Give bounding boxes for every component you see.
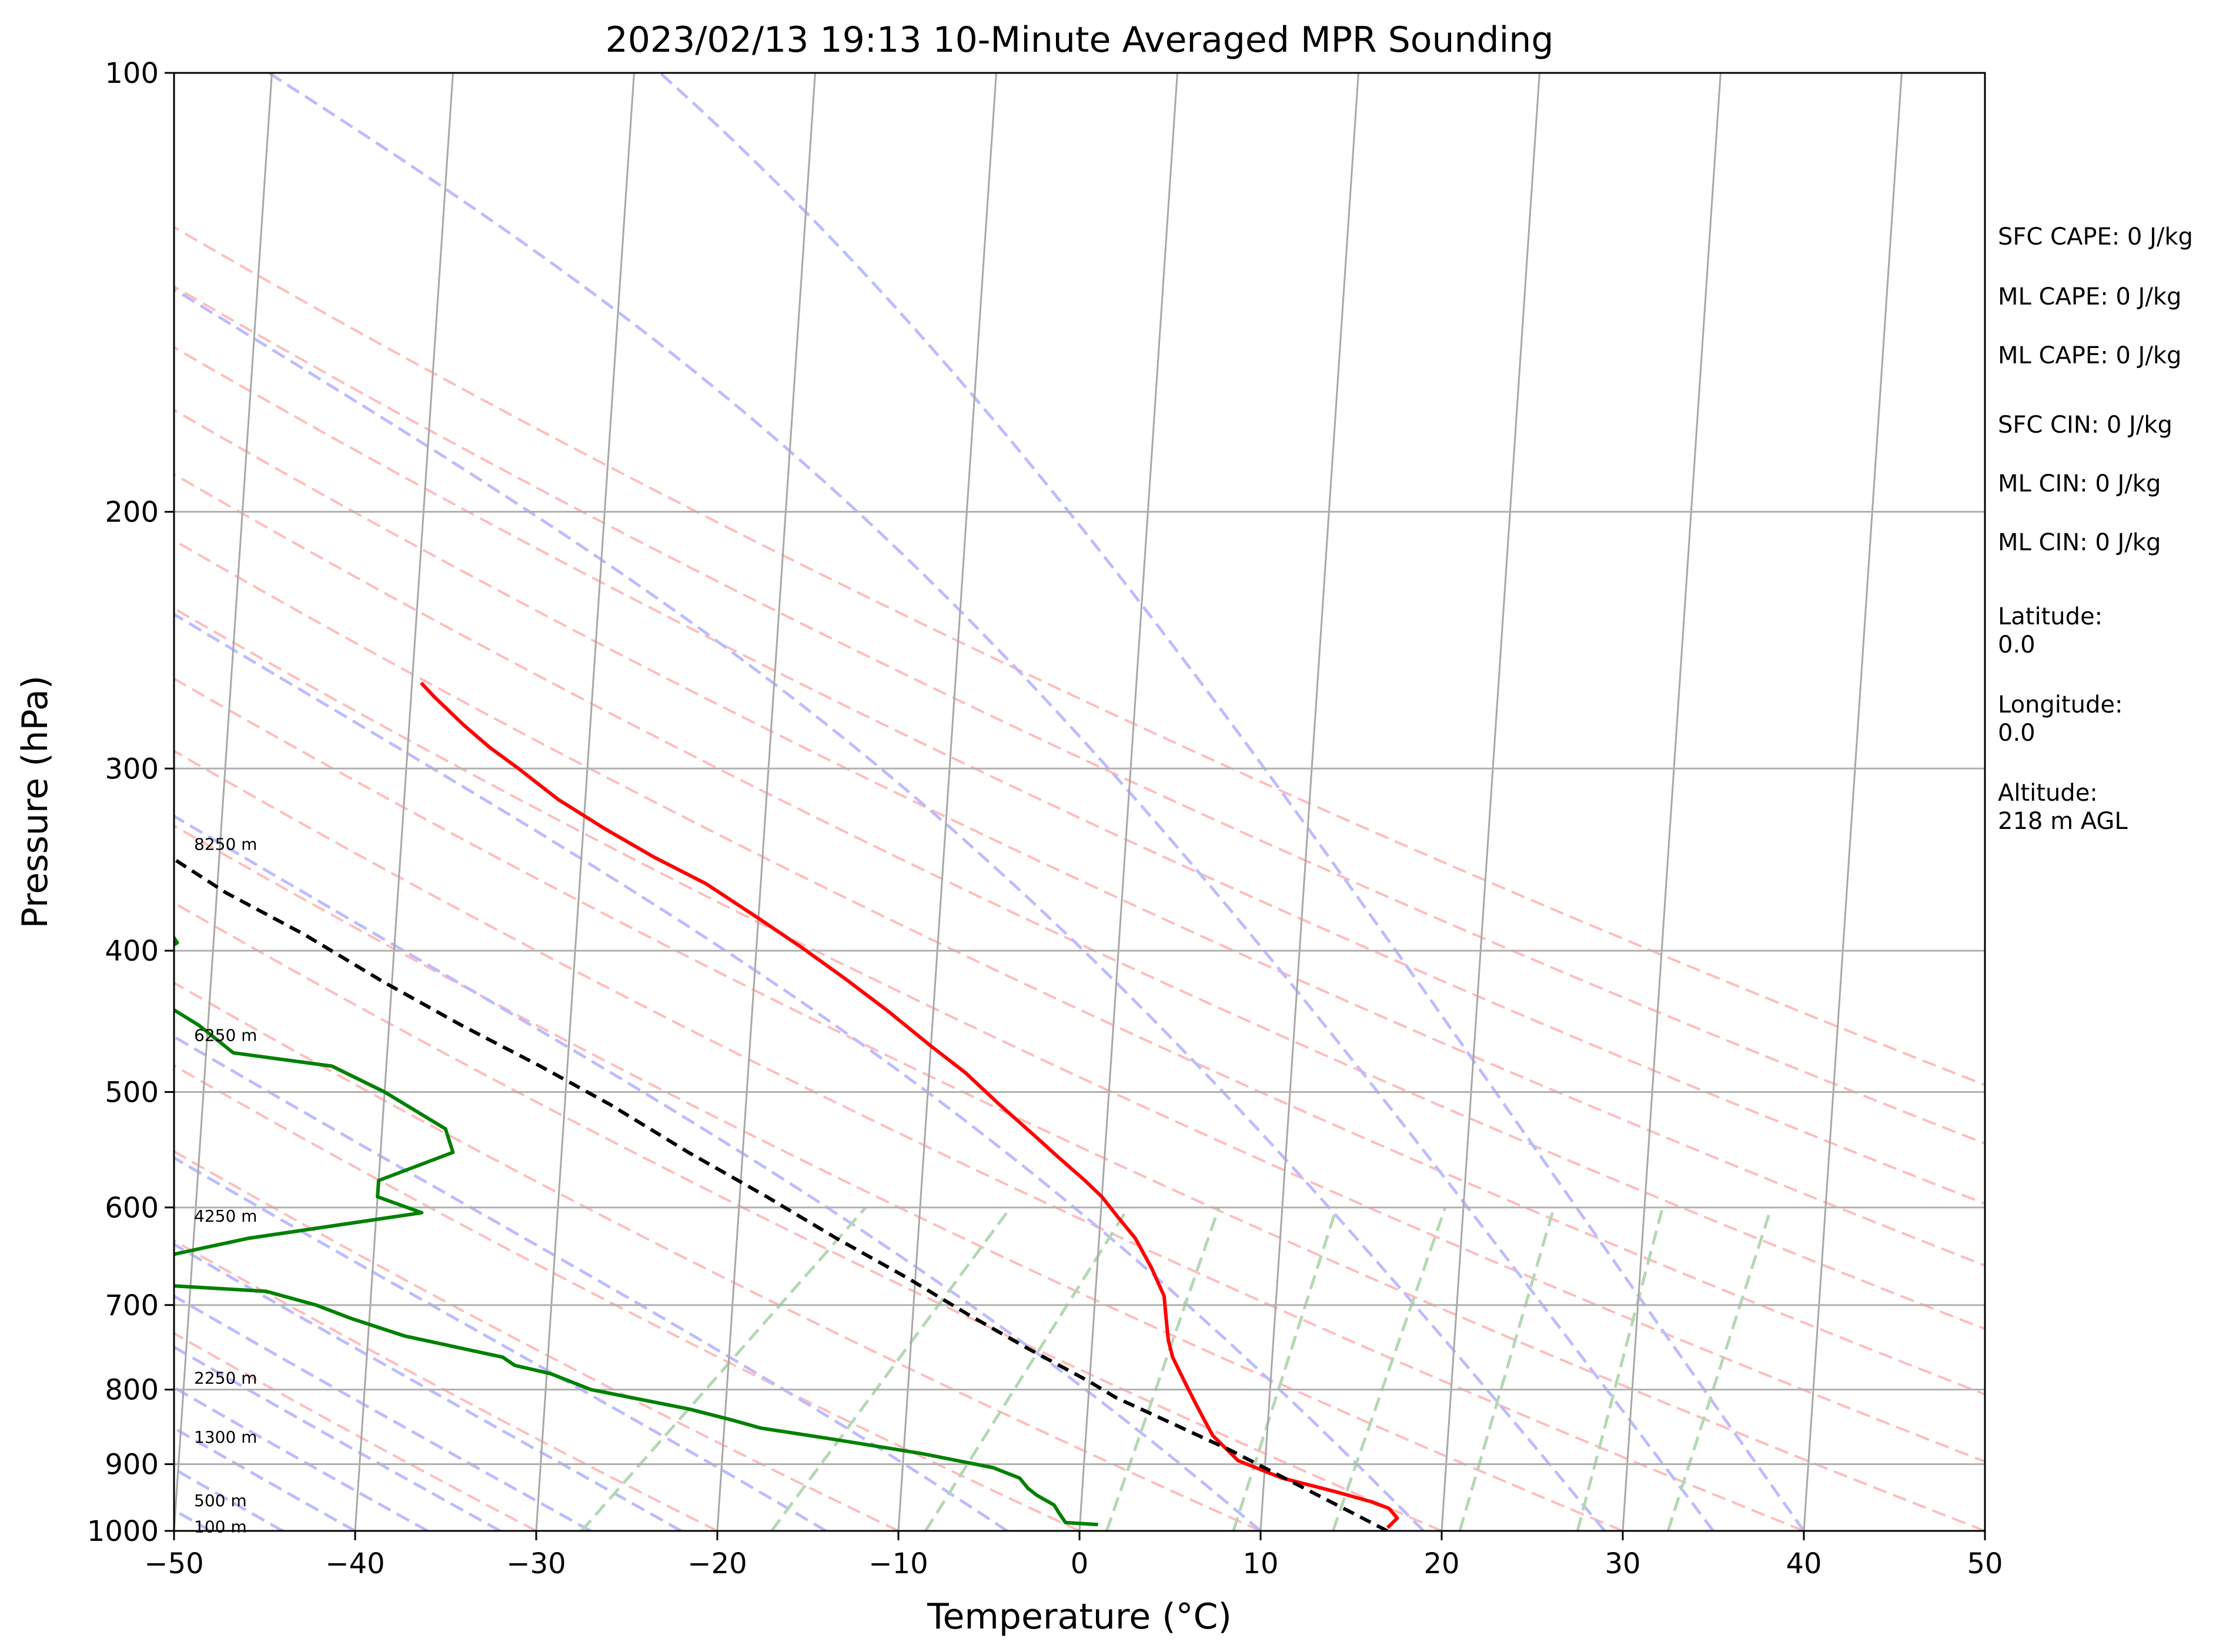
temperature-trace: [420, 681, 1399, 1529]
dewpoint-trace: [174, 935, 1098, 1527]
x-tick-label: 10: [1242, 1547, 1278, 1580]
altitude-value: 218 m AGL: [1998, 808, 2128, 835]
isotherm-line: [1803, 73, 1903, 1531]
x-tick-label: −20: [687, 1547, 747, 1580]
y-tick-label: 300: [105, 753, 159, 785]
dry-adiabat-line: [174, 750, 1804, 1531]
height-labels: 100 m 500 m 1300 m 2250 m 4250 m 6250 m 8250 m: [194, 835, 257, 1537]
isotherm-line: [716, 73, 816, 1531]
sfc-cin-text: SFC CIN: 0 J/kg: [1998, 412, 2172, 439]
x-tick-label: 30: [1605, 1547, 1640, 1580]
moist-adiabat-line: [174, 1294, 591, 1531]
x-tick-label: 40: [1786, 1547, 1821, 1580]
y-tick-label: 600: [105, 1192, 159, 1225]
moist-adiabat-line: [268, 73, 1714, 1531]
latitude-label: Latitude:: [1998, 603, 2103, 630]
ml-cape-text: ML CAPE: 0 J/kg: [1998, 283, 2181, 310]
dry-adiabat-line: [174, 1150, 899, 1531]
height-label: 100 m: [194, 1517, 247, 1536]
x-tick-label: −50: [144, 1547, 203, 1580]
mixing-ratio-line: [1666, 1207, 1773, 1531]
altitude-label: Altitude:: [1998, 780, 2098, 807]
mixing-ratio-line: [770, 1206, 1012, 1531]
x-tick-label: 0: [1071, 1547, 1089, 1580]
latitude-value: 0.0: [1998, 631, 2036, 658]
y-tick-label: 800: [105, 1374, 159, 1407]
isotherm-line: [535, 73, 635, 1531]
ml-cin-text: ML CIN: 0 J/kg: [1998, 470, 2161, 497]
ml-cin-text-2: ML CIN: 0 J/kg: [1998, 529, 2161, 556]
isotherm-line: [1259, 73, 1359, 1531]
mixing-ratio-line: [924, 1206, 1130, 1531]
moist-adiabat-line: [174, 612, 1425, 1531]
chart-title: 2023/02/13 19:13 10-Minute Averaged MPR …: [606, 19, 1554, 61]
y-tick-label: 900: [105, 1449, 159, 1482]
dry-adiabat-line: [174, 539, 1985, 1396]
sounding-traces: [174, 681, 1399, 1531]
moist-adiabat-line: [174, 814, 1262, 1531]
dry-adiabat-line: [174, 1064, 1080, 1531]
dry-adiabat-line: [174, 607, 1985, 1463]
plot-frame: [173, 72, 1986, 1532]
y-tick-label: 500: [105, 1076, 159, 1109]
dry-adiabat-line: [174, 408, 1985, 1267]
ml-cape-text-2: ML CAPE: 0 J/kg: [1998, 342, 2181, 369]
x-axis-title: Temperature (°C): [927, 1596, 1232, 1637]
dry-adiabat-line: [174, 1332, 537, 1531]
mixing-ratio-line: [1331, 1206, 1447, 1531]
y-axis-title: Pressure (hPa): [15, 675, 56, 928]
x-tick-label: −10: [868, 1547, 928, 1580]
moist-adiabat-line: [174, 1242, 682, 1531]
dry-adiabat-line: [174, 473, 1985, 1330]
y-tick-label: 100: [105, 57, 159, 90]
isotherm-line: [1440, 73, 1540, 1531]
y-axis-ticks: 100 200 300 400 500 600 700 800 900 1000: [87, 57, 174, 1548]
pressure-grid: [174, 72, 1985, 1532]
height-label: 2250 m: [194, 1368, 257, 1387]
mixing-ratio-line: [1232, 1207, 1338, 1531]
dry-adiabat-line: [174, 901, 1442, 1531]
mixing-ratio-line: [1576, 1207, 1665, 1531]
mixing-ratio-line: [1458, 1207, 1556, 1531]
longitude-value: 0.0: [1998, 720, 2036, 747]
moist-adiabat-line: [659, 73, 1806, 1531]
y-tick-label: 700: [105, 1289, 159, 1322]
dry-adiabat-line: [174, 226, 1985, 1086]
info-panel: SFC CAPE: 0 J/kg ML CAPE: 0 J/kg ML CAPE…: [1998, 223, 2193, 835]
moist-adiabat-line: [174, 1345, 501, 1531]
sfc-cape-text: SFC CAPE: 0 J/kg: [1998, 223, 2193, 250]
isotherm-line: [174, 73, 273, 1531]
x-tick-label: 20: [1423, 1547, 1459, 1580]
height-label: 1300 m: [194, 1427, 257, 1447]
isotherm-line: [1622, 73, 1722, 1531]
x-axis-ticks: −50 −40 −30 −20 −10 0 10 20 30 40 50: [144, 1531, 2003, 1580]
y-tick-label: 400: [105, 935, 159, 968]
dry-adiabat-line: [174, 677, 1985, 1531]
dry-adiabat-line: [174, 285, 1985, 1145]
mixing-ratio-line: [1105, 1206, 1221, 1531]
moist-adiabat-line: [174, 1386, 429, 1531]
height-label: 500 m: [194, 1491, 247, 1510]
height-label: 4250 m: [194, 1206, 257, 1226]
x-tick-label: −40: [325, 1547, 385, 1580]
parcel-path-trace: [174, 857, 1388, 1531]
x-tick-label: −30: [506, 1547, 566, 1580]
moist-adiabat-line: [174, 287, 1606, 1531]
height-label: 8250 m: [194, 835, 257, 854]
dry-adiabat-line: [174, 824, 1623, 1531]
background-lines: [174, 73, 1985, 1531]
height-label: 6250 m: [194, 1026, 257, 1045]
isotherm-line: [897, 73, 997, 1531]
dry-adiabat-line: [174, 1239, 718, 1531]
longitude-label: Longitude:: [1998, 691, 2123, 718]
y-tick-label: 200: [105, 496, 159, 529]
y-tick-label: 1000: [87, 1515, 159, 1548]
mixing-ratio-line: [580, 1206, 867, 1531]
isotherm-line: [1078, 73, 1178, 1531]
x-tick-label: 50: [1967, 1547, 2003, 1580]
isotherm-line: [354, 73, 454, 1531]
